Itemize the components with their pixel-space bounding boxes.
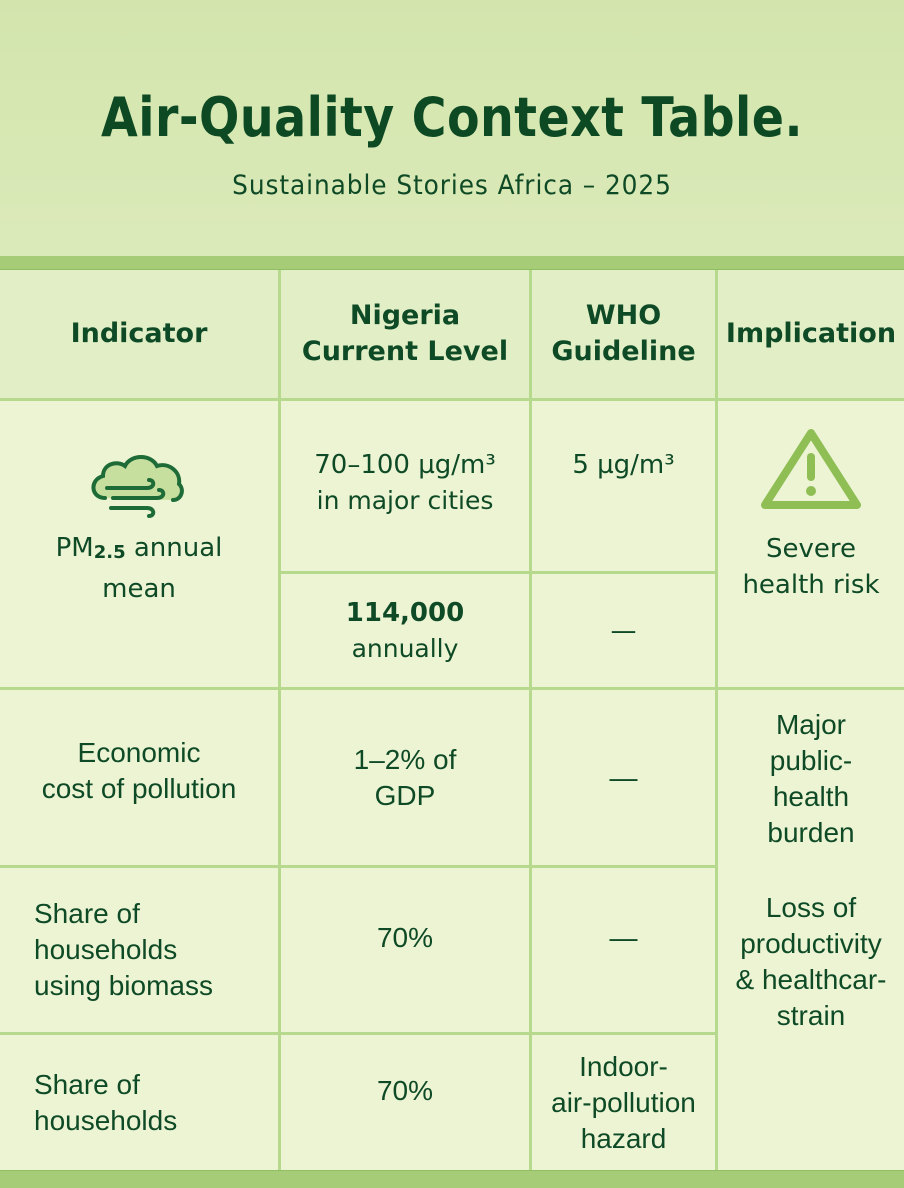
table-row-economic-indicator: Economic cost of pollution — [0, 690, 281, 868]
indicator-label: annual — [125, 532, 223, 563]
table-cell-nigeria-level-deaths: 114,000 annually — [281, 574, 532, 690]
header-label: Implication — [725, 318, 897, 349]
implication-text: burden — [767, 817, 855, 848]
bottom-band-divider — [0, 1170, 904, 1188]
table-cell-who-guideline-biomass: — — [532, 868, 718, 1035]
table-cell-nigeria-level-households: 70% — [281, 1035, 532, 1170]
value-text: 114,000 — [345, 597, 465, 628]
value-note: annually — [351, 633, 459, 663]
value-text: 5 µg/m³ — [572, 450, 675, 480]
implication-text: Major — [775, 709, 846, 740]
value-text: air-pollution — [551, 1086, 696, 1118]
value-text: 70% — [376, 1075, 434, 1106]
page-title: Air-Quality Context Table. — [101, 86, 803, 149]
indicator-label: using biomass — [34, 970, 213, 1001]
value-text: Indoor- — [579, 1050, 668, 1082]
value-text: — — [609, 761, 638, 793]
column-header-indicator: Indicator — [0, 270, 281, 401]
table-row-biomass-indicator: Share of households using biomass — [0, 868, 281, 1035]
header-label: Indicator — [70, 318, 208, 349]
implication-text: & healthcar- — [735, 964, 887, 995]
value-text: hazard — [580, 1122, 667, 1154]
value-note: in major cities — [316, 486, 494, 515]
indicator-label: Share of — [34, 1068, 140, 1100]
indicator-label: Share of — [34, 898, 140, 929]
header-label: Nigeria — [349, 300, 461, 331]
implication-text: public- — [769, 745, 853, 776]
value-text: 70–100 µg/m³ — [314, 450, 496, 480]
header-label: WHO — [585, 300, 662, 331]
indicator-label: households — [34, 1104, 178, 1136]
column-header-who-guideline: WHO Guideline — [532, 270, 718, 401]
top-band-divider — [0, 256, 904, 270]
value-text: 70% — [376, 922, 434, 953]
indicator-subscript: 2.5 — [93, 541, 126, 563]
cloud-wind-icon — [91, 454, 184, 518]
header-label: Guideline — [551, 336, 696, 367]
table-cell-nigeria-level-biomass: 70% — [281, 868, 532, 1035]
value-text: 1–2% of — [353, 743, 457, 775]
warning-triangle-icon — [761, 429, 861, 509]
indicator-label: PM — [55, 532, 94, 563]
indicator-label: cost of pollution — [41, 772, 237, 804]
page-header: Air-Quality Context Table. Sustainable S… — [0, 0, 904, 256]
table-cell-who-guideline-deaths: — — [532, 574, 718, 690]
table-row-pm25-indicator: PM2.5 annual mean — [0, 401, 281, 690]
table-cell-implication-economic: Major public- health burden — [718, 690, 904, 868]
header-label: Current Level — [301, 336, 509, 367]
implication-text: health — [772, 781, 850, 812]
indicator-label: mean — [102, 573, 176, 604]
page-subtitle: Sustainable Stories Africa – 2025 — [232, 170, 672, 201]
column-header-implication: Implication — [718, 270, 904, 401]
value-text: — — [610, 615, 637, 646]
value-text: GDP — [374, 779, 436, 811]
table-cell-implication-pm25: Severe health risk — [718, 401, 904, 690]
indicator-label: households — [34, 934, 178, 965]
column-header-nigeria-level: Nigeria Current Level — [281, 270, 532, 401]
value-text: — — [609, 922, 638, 953]
table-cell-who-guideline-pm25: 5 µg/m³ — [532, 401, 718, 574]
table-cell-who-guideline-economic: — — [532, 690, 718, 868]
indicator-label: Economic — [77, 736, 201, 768]
air-quality-table: Indicator Nigeria Current Level WHO Guid… — [0, 270, 904, 1170]
table-cell-implication-households: Loss of productivity & healthcar- strain — [718, 868, 904, 1170]
implication-text: Severe — [766, 534, 856, 564]
implication-text: Loss of — [765, 892, 857, 923]
implication-text: health risk — [742, 570, 880, 600]
table-row-households-indicator: Share of households — [0, 1035, 281, 1170]
table-cell-nigeria-level-pm25: 70–100 µg/m³ in major cities — [281, 401, 532, 574]
table-cell-who-guideline-households: Indoor- air-pollution hazard — [532, 1035, 718, 1170]
implication-text: productivity — [740, 928, 882, 959]
table-cell-nigeria-level-economic: 1–2% of GDP — [281, 690, 532, 868]
implication-text: strain — [776, 1000, 846, 1031]
